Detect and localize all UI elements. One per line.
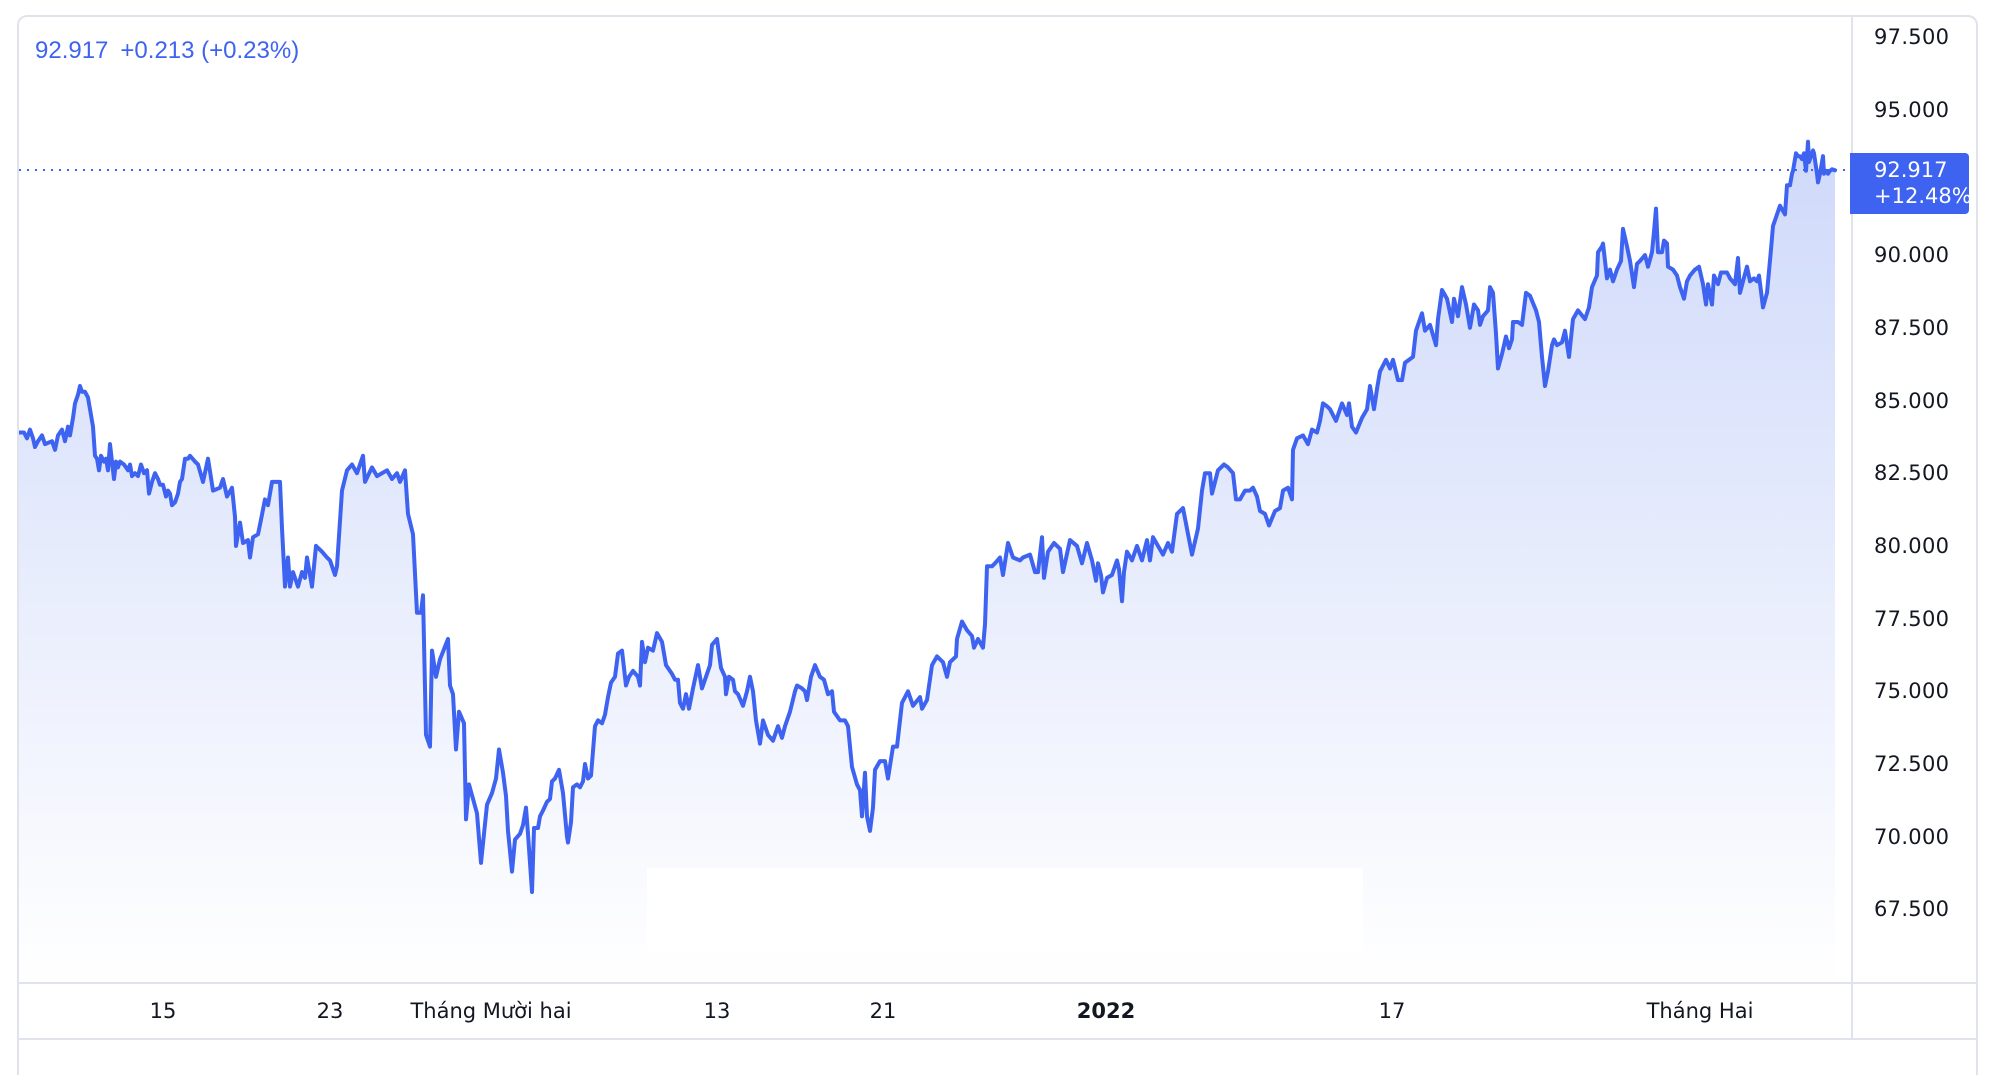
- time-tick: 23: [316, 999, 344, 1023]
- price-area-fill: [19, 141, 1835, 982]
- last-price-value: 92.917: [1874, 158, 1948, 182]
- last-price-label: 92.917 +12.48%: [1850, 153, 1972, 214]
- price-tick: 72.500: [1874, 752, 1950, 776]
- price-tick: 97.500: [1874, 25, 1950, 49]
- price-tick: 82.500: [1874, 461, 1950, 486]
- price-tick: 80.000: [1874, 533, 1950, 558]
- price-tick: 75.000: [1874, 679, 1950, 704]
- watermark-cover: [647, 868, 1363, 953]
- legend-price: 92.917: [35, 37, 109, 64]
- price-tick: 77.500: [1874, 606, 1950, 631]
- legend-change: +0.213 (+0.23%): [120, 37, 300, 64]
- price-tick: 95.000: [1874, 97, 1950, 122]
- price-tick: 87.500: [1874, 315, 1950, 340]
- last-price-change-pct: +12.48%: [1874, 184, 1972, 208]
- chart-frame: [17, 15, 1978, 1075]
- time-tick: 13: [703, 999, 731, 1023]
- time-tick: 15: [149, 999, 177, 1023]
- price-tick: 67.500: [1874, 897, 1950, 922]
- price-tick: 85.000: [1874, 388, 1950, 413]
- price-line: [19, 139, 1837, 894]
- price-tick: 90.000: [1874, 243, 1950, 268]
- time-axis-border-top: [17, 982, 1978, 984]
- time-tick-year: 2022: [1076, 999, 1136, 1023]
- time-tick: 21: [869, 999, 897, 1023]
- price-axis-divider: [1851, 15, 1853, 1039]
- time-tick: Tháng Hai: [1646, 999, 1754, 1023]
- price-tick: 70.000: [1874, 824, 1950, 849]
- time-tick: 17: [1378, 999, 1406, 1023]
- time-tick: Tháng Mười hai: [410, 999, 572, 1023]
- chart-legend: 92.917 +0.213 (+0.23%): [35, 37, 299, 65]
- time-axis-border-bottom: [17, 1038, 1978, 1040]
